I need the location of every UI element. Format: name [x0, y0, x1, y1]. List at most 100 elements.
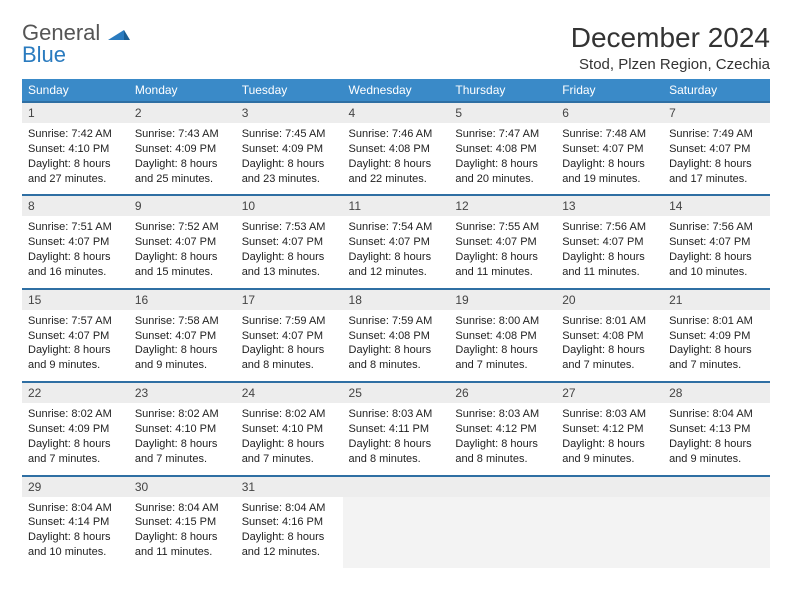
- daylight-line: Daylight: 8 hours and 8 minutes.: [349, 343, 444, 373]
- sunset-line: Sunset: 4:07 PM: [669, 235, 764, 250]
- daylight-line: Daylight: 8 hours and 8 minutes.: [242, 343, 337, 373]
- day-number-cell: 14: [663, 195, 770, 216]
- day-content-cell: [663, 497, 770, 568]
- sunset-line: Sunset: 4:12 PM: [455, 422, 550, 437]
- sunrise-line: Sunrise: 8:01 AM: [562, 314, 657, 329]
- day-content-cell: Sunrise: 7:46 AMSunset: 4:08 PMDaylight:…: [343, 123, 450, 195]
- daynum-row: 15161718192021: [22, 289, 770, 310]
- daylight-line: Daylight: 8 hours and 17 minutes.: [669, 157, 764, 187]
- calendar-table: SundayMondayTuesdayWednesdayThursdayFrid…: [22, 79, 770, 568]
- brand-word2: Blue: [22, 42, 66, 67]
- day-content-cell: Sunrise: 8:00 AMSunset: 4:08 PMDaylight:…: [449, 310, 556, 382]
- day-number-cell: 6: [556, 102, 663, 123]
- daylight-line: Daylight: 8 hours and 23 minutes.: [242, 157, 337, 187]
- day-number-cell: 2: [129, 102, 236, 123]
- day-content-cell: Sunrise: 8:01 AMSunset: 4:08 PMDaylight:…: [556, 310, 663, 382]
- day-content-cell: Sunrise: 8:02 AMSunset: 4:10 PMDaylight:…: [129, 403, 236, 475]
- day-number-cell: 15: [22, 289, 129, 310]
- sunset-line: Sunset: 4:07 PM: [242, 235, 337, 250]
- content-row: Sunrise: 7:42 AMSunset: 4:10 PMDaylight:…: [22, 123, 770, 195]
- sunrise-line: Sunrise: 7:43 AM: [135, 127, 230, 142]
- sunrise-line: Sunrise: 7:42 AM: [28, 127, 123, 142]
- day-number-cell: 1: [22, 102, 129, 123]
- daylight-line: Daylight: 8 hours and 12 minutes.: [242, 530, 337, 560]
- weekday-header: Thursday: [449, 79, 556, 102]
- brand-logo: General Blue: [22, 22, 130, 66]
- sunset-line: Sunset: 4:08 PM: [455, 142, 550, 157]
- sunset-line: Sunset: 4:07 PM: [669, 142, 764, 157]
- daynum-row: 293031: [22, 476, 770, 497]
- content-row: Sunrise: 7:51 AMSunset: 4:07 PMDaylight:…: [22, 216, 770, 288]
- day-content-cell: Sunrise: 7:58 AMSunset: 4:07 PMDaylight:…: [129, 310, 236, 382]
- daylight-line: Daylight: 8 hours and 25 minutes.: [135, 157, 230, 187]
- day-content-cell: Sunrise: 8:04 AMSunset: 4:13 PMDaylight:…: [663, 403, 770, 475]
- daylight-line: Daylight: 8 hours and 20 minutes.: [455, 157, 550, 187]
- day-number-cell: 22: [22, 382, 129, 403]
- sunset-line: Sunset: 4:07 PM: [349, 235, 444, 250]
- daylight-line: Daylight: 8 hours and 9 minutes.: [28, 343, 123, 373]
- sunrise-line: Sunrise: 8:01 AM: [669, 314, 764, 329]
- day-number-cell: 18: [343, 289, 450, 310]
- day-number-cell: 19: [449, 289, 556, 310]
- day-content-cell: Sunrise: 7:47 AMSunset: 4:08 PMDaylight:…: [449, 123, 556, 195]
- day-number-cell: 11: [343, 195, 450, 216]
- day-content-cell: Sunrise: 8:03 AMSunset: 4:12 PMDaylight:…: [556, 403, 663, 475]
- day-content-cell: Sunrise: 8:04 AMSunset: 4:14 PMDaylight:…: [22, 497, 129, 568]
- sunset-line: Sunset: 4:09 PM: [242, 142, 337, 157]
- day-number-cell: 31: [236, 476, 343, 497]
- sunrise-line: Sunrise: 7:48 AM: [562, 127, 657, 142]
- weekday-header: Tuesday: [236, 79, 343, 102]
- weekday-header: Monday: [129, 79, 236, 102]
- brand-text: General Blue: [22, 22, 130, 66]
- day-number-cell: [343, 476, 450, 497]
- day-content-cell: Sunrise: 8:04 AMSunset: 4:15 PMDaylight:…: [129, 497, 236, 568]
- daylight-line: Daylight: 8 hours and 15 minutes.: [135, 250, 230, 280]
- day-number-cell: 17: [236, 289, 343, 310]
- sunrise-line: Sunrise: 8:03 AM: [455, 407, 550, 422]
- daylight-line: Daylight: 8 hours and 11 minutes.: [455, 250, 550, 280]
- day-number-cell: 7: [663, 102, 770, 123]
- daylight-line: Daylight: 8 hours and 19 minutes.: [562, 157, 657, 187]
- sunset-line: Sunset: 4:07 PM: [28, 329, 123, 344]
- sunset-line: Sunset: 4:07 PM: [135, 235, 230, 250]
- day-content-cell: Sunrise: 7:43 AMSunset: 4:09 PMDaylight:…: [129, 123, 236, 195]
- day-content-cell: Sunrise: 8:01 AMSunset: 4:09 PMDaylight:…: [663, 310, 770, 382]
- weekday-header-row: SundayMondayTuesdayWednesdayThursdayFrid…: [22, 79, 770, 102]
- day-content-cell: Sunrise: 8:04 AMSunset: 4:16 PMDaylight:…: [236, 497, 343, 568]
- sunset-line: Sunset: 4:07 PM: [562, 235, 657, 250]
- day-content-cell: Sunrise: 7:52 AMSunset: 4:07 PMDaylight:…: [129, 216, 236, 288]
- day-number-cell: 3: [236, 102, 343, 123]
- sunset-line: Sunset: 4:11 PM: [349, 422, 444, 437]
- sunrise-line: Sunrise: 8:00 AM: [455, 314, 550, 329]
- day-number-cell: 28: [663, 382, 770, 403]
- daynum-row: 22232425262728: [22, 382, 770, 403]
- day-number-cell: 26: [449, 382, 556, 403]
- daylight-line: Daylight: 8 hours and 9 minutes.: [135, 343, 230, 373]
- sunrise-line: Sunrise: 7:46 AM: [349, 127, 444, 142]
- daylight-line: Daylight: 8 hours and 7 minutes.: [562, 343, 657, 373]
- day-number-cell: 25: [343, 382, 450, 403]
- daynum-row: 1234567: [22, 102, 770, 123]
- day-content-cell: [556, 497, 663, 568]
- title-block: December 2024 Stod, Plzen Region, Czechi…: [571, 22, 770, 73]
- day-number-cell: 24: [236, 382, 343, 403]
- day-number-cell: 27: [556, 382, 663, 403]
- day-number-cell: [556, 476, 663, 497]
- daylight-line: Daylight: 8 hours and 8 minutes.: [455, 437, 550, 467]
- day-number-cell: 12: [449, 195, 556, 216]
- day-number-cell: 30: [129, 476, 236, 497]
- sunrise-line: Sunrise: 8:04 AM: [135, 501, 230, 516]
- content-row: Sunrise: 8:04 AMSunset: 4:14 PMDaylight:…: [22, 497, 770, 568]
- day-number-cell: 21: [663, 289, 770, 310]
- day-content-cell: [449, 497, 556, 568]
- sunrise-line: Sunrise: 8:04 AM: [669, 407, 764, 422]
- daylight-line: Daylight: 8 hours and 12 minutes.: [349, 250, 444, 280]
- sunset-line: Sunset: 4:08 PM: [455, 329, 550, 344]
- day-number-cell: 9: [129, 195, 236, 216]
- sunset-line: Sunset: 4:08 PM: [562, 329, 657, 344]
- sunset-line: Sunset: 4:10 PM: [242, 422, 337, 437]
- daylight-line: Daylight: 8 hours and 27 minutes.: [28, 157, 123, 187]
- day-number-cell: [449, 476, 556, 497]
- sunrise-line: Sunrise: 7:56 AM: [669, 220, 764, 235]
- sunset-line: Sunset: 4:12 PM: [562, 422, 657, 437]
